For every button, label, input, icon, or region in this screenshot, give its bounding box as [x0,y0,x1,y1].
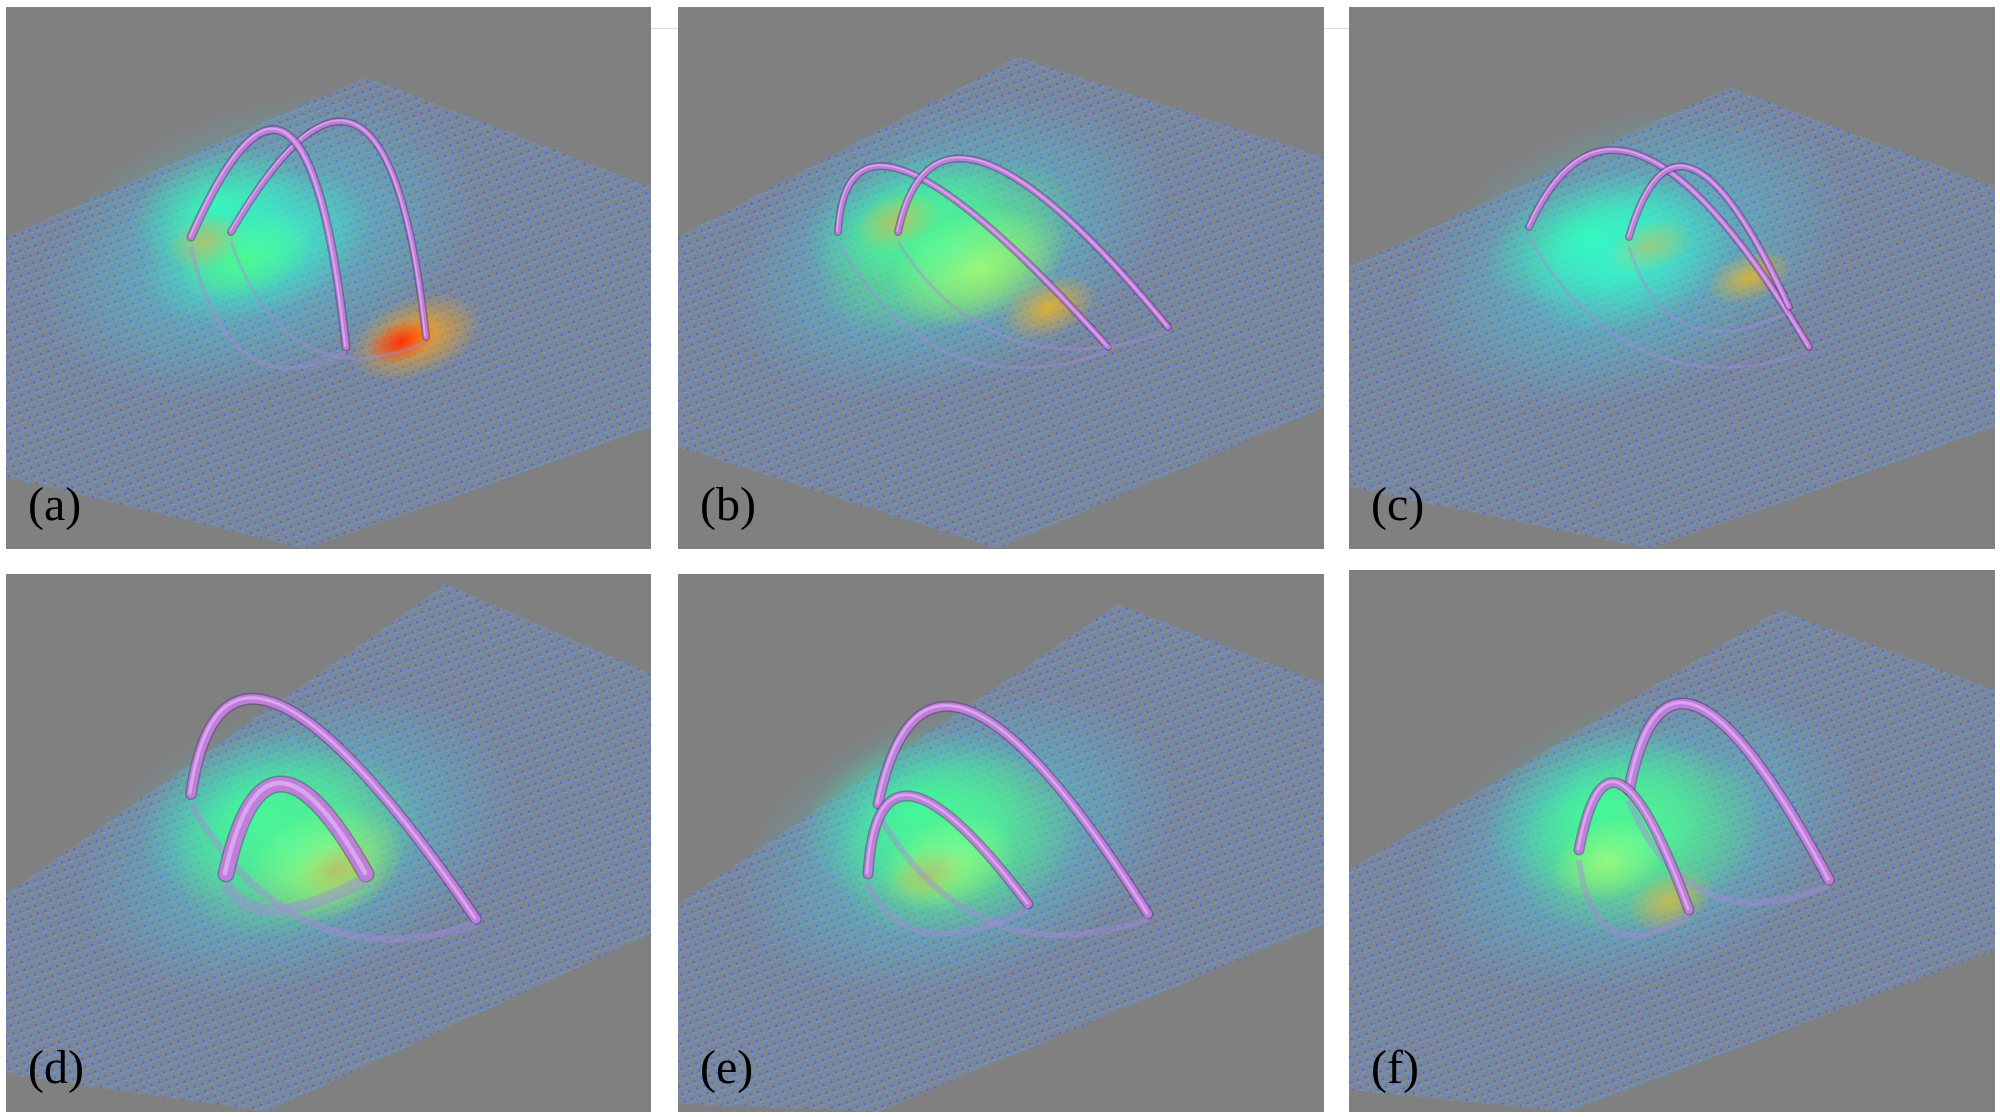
panel-label-b: (b) [700,478,756,531]
magnetic-field-visualization-e [678,604,1324,1112]
panel-d: (d) [6,574,651,1112]
panel-label-a: (a) [28,478,82,531]
panel-a: (a) [6,7,651,549]
magnetic-field-visualization-d [6,584,651,1112]
panel-c: (c) [1349,7,1995,549]
magnetic-field-visualization-b [678,57,1324,549]
panel-label-e: (e) [700,1041,754,1094]
magnetic-field-visualization-c [1349,87,1995,549]
top-separator-line-left [650,28,680,29]
top-separator-line-mid [1325,28,1350,29]
panel-label-f: (f) [1371,1041,1419,1094]
field-strength-map [74,690,518,998]
panel-e: (e) [678,574,1324,1112]
panel-label-d: (d) [28,1041,84,1094]
panel-label-c: (c) [1371,478,1425,531]
field-strength-map [1407,103,1851,411]
field-strength-map [34,93,484,401]
field-strength-map [1417,686,1861,994]
magnetic-field-visualization-f [1349,610,1995,1112]
magnetic-field-visualization-a [6,77,651,549]
panel-b: (b) [678,7,1324,549]
field-strength-map [726,93,1170,401]
panel-f: (f) [1349,570,1995,1112]
